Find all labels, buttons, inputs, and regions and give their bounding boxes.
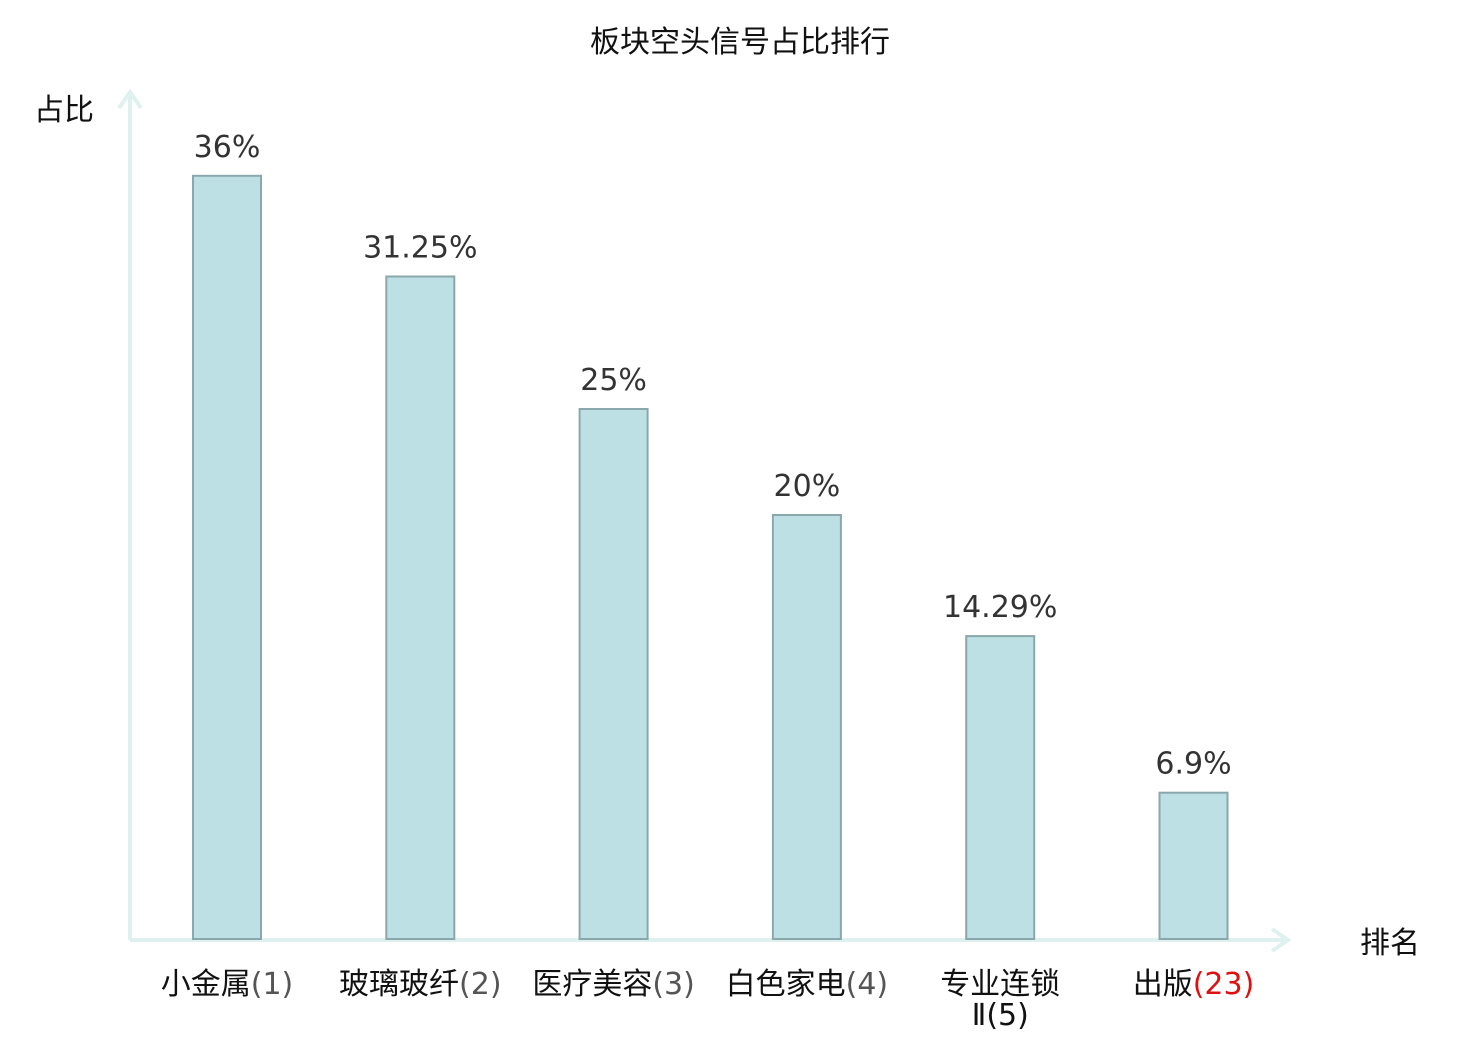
category-label-3: 医疗美容(3) — [532, 967, 695, 1002]
x-axis-arrow — [1270, 927, 1292, 953]
bar-value-label-4: 20% — [774, 469, 841, 504]
bar-5 — [965, 635, 1036, 940]
bar-4 — [771, 514, 842, 940]
category-rank: (2) — [459, 967, 502, 1002]
category-rank: (3) — [652, 967, 695, 1002]
category-name-suffix: Ⅱ — [972, 998, 987, 1033]
category-name: 出版 — [1133, 967, 1193, 1002]
category-label-6: 出版(23) — [1133, 967, 1255, 1002]
bar-value-label-2: 31.25% — [363, 231, 477, 266]
x-axis — [130, 927, 1292, 953]
category-label-4: 白色家电(4) — [726, 967, 889, 1002]
category-label-5-line2: Ⅱ(5) — [972, 998, 1029, 1033]
category-name: 小金属 — [161, 967, 251, 1002]
category-name: 白色家电 — [726, 967, 846, 1002]
category-rank: (23) — [1193, 967, 1255, 1002]
bar-value-label-6: 6.9% — [1155, 747, 1231, 782]
chart-title: 板块空头信号占比排行 — [590, 25, 890, 60]
bar-value-label-5: 14.29% — [943, 590, 1057, 625]
category-rank: (1) — [251, 967, 294, 1002]
y-axis — [117, 88, 143, 940]
bar-3 — [578, 408, 649, 940]
bar-value-label-1: 36% — [194, 130, 261, 165]
category-label-2: 玻璃玻纤(2) — [339, 967, 502, 1002]
bar-2 — [385, 275, 456, 940]
category-label-1: 小金属(1) — [161, 967, 294, 1002]
category-name: 医疗美容 — [532, 967, 652, 1002]
bar-6 — [1158, 791, 1229, 941]
x-axis-label: 排名 — [1360, 926, 1420, 961]
bar-1 — [192, 174, 262, 941]
category-name: 玻璃玻纤 — [339, 967, 459, 1002]
category-name: 专业连锁 — [940, 967, 1060, 1002]
y-axis-label: 占比 — [34, 93, 94, 128]
value-labels-group: 36% 31.25% 25% 20% 14.29% 6.9% — [194, 130, 1232, 782]
category-rank: (4) — [846, 967, 889, 1002]
y-axis-arrow — [117, 88, 143, 110]
category-rank: (5) — [986, 998, 1029, 1033]
bars-group — [192, 174, 1229, 941]
category-label-5: 专业连锁 — [940, 967, 1060, 1002]
bar-value-label-3: 25% — [580, 363, 647, 398]
